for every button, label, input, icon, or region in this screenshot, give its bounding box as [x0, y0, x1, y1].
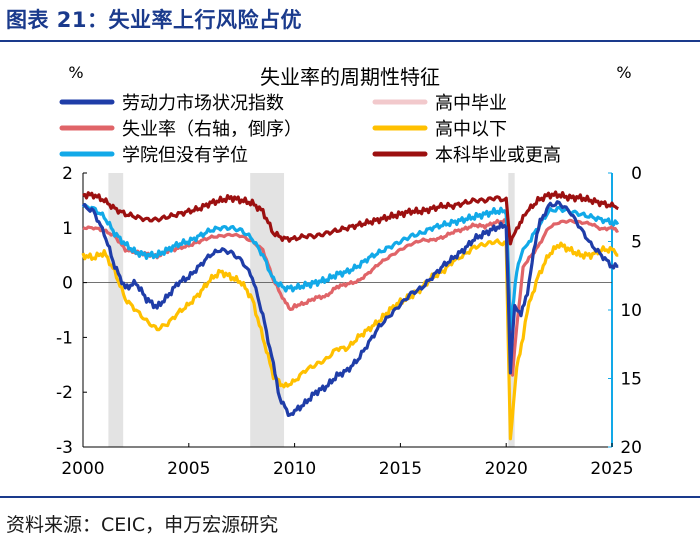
x-tick-label: 2010	[273, 459, 316, 479]
right-tick-label: 5	[631, 233, 642, 253]
left-tick-label: 0	[62, 274, 73, 294]
left-tick-label: -3	[56, 438, 73, 458]
legend-label-1: 劳动力市场状况指数	[122, 93, 284, 114]
left-axis-unit: %	[68, 63, 83, 82]
x-tick-label: 2025	[590, 459, 633, 479]
legend-label-5: 学院但没有学位	[122, 145, 248, 166]
left-tick-label: -1	[56, 328, 73, 348]
legend-label-2: 高中毕业	[435, 93, 507, 114]
series-line-5	[81, 203, 620, 331]
x-tick-label: 2000	[61, 459, 104, 479]
series-line-1	[82, 200, 619, 417]
top-rule	[0, 40, 700, 42]
legend-label-4: 高中以下	[435, 119, 507, 140]
series-line-3	[82, 218, 619, 377]
axes	[82, 172, 613, 448]
figure-title: 图表 21：失业率上行风险占优	[6, 8, 303, 32]
x-tick-label: 2005	[167, 459, 210, 479]
series-line-6	[82, 190, 619, 246]
left-tick-label: -2	[56, 383, 73, 403]
right-tick-label: 10	[620, 301, 642, 321]
right-tick-label: 15	[620, 370, 642, 390]
legend-label-3: 失业率（右轴，倒序）	[122, 119, 302, 140]
left-tick-label: 2	[62, 164, 73, 184]
right-axis-unit: %	[616, 63, 631, 82]
x-tick-label: 2020	[485, 459, 528, 479]
series-lines	[81, 190, 620, 441]
left-tick-label: 1	[62, 219, 73, 239]
right-tick-label: 0	[631, 164, 642, 184]
recession-band-1	[108, 173, 124, 447]
source-note: 资料来源：CEIC，申万宏源研究	[6, 514, 279, 536]
right-tick-label: 20	[620, 438, 642, 458]
bottom-rule	[0, 496, 700, 498]
legend-label-6: 本科毕业或更高	[435, 145, 561, 166]
chart-title: 失业率的周期性特征	[260, 65, 440, 89]
x-tick-label: 2015	[379, 459, 422, 479]
series-line-4	[81, 238, 619, 441]
